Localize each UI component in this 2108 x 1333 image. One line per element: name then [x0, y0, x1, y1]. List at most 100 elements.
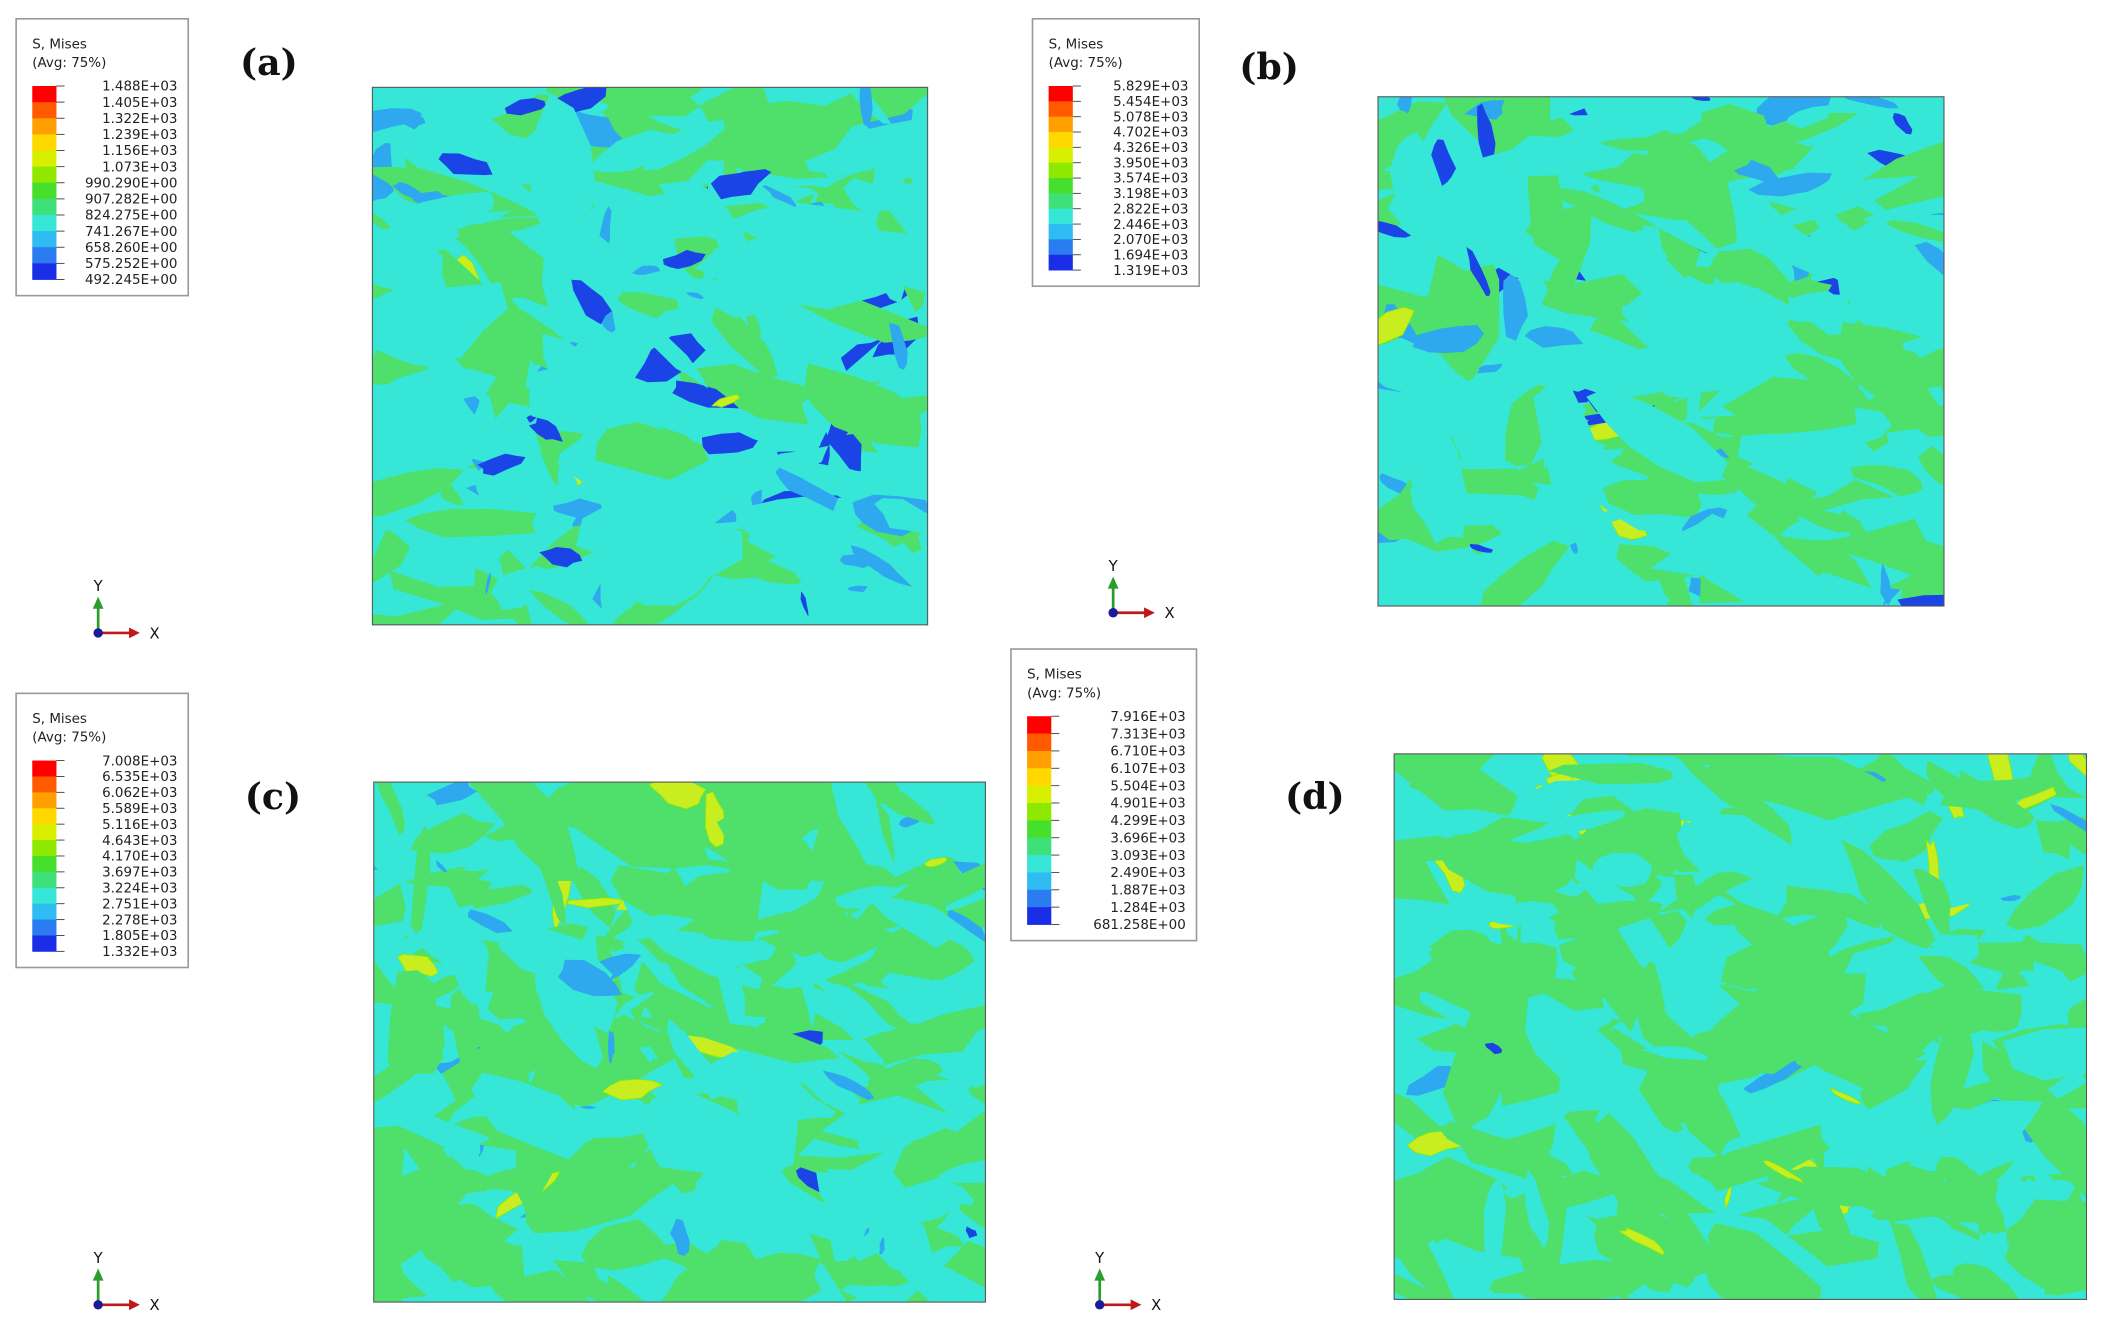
contour-region — [1933, 815, 2015, 876]
legend-value: 824.275E+00 — [85, 209, 177, 224]
legend-swatch — [1027, 872, 1052, 891]
contour-region — [586, 129, 700, 173]
contour-region — [1541, 355, 1573, 470]
legend-swatch — [32, 198, 57, 216]
contour-region — [859, 87, 873, 127]
legend-value: 3.697E+03 — [102, 866, 177, 881]
triad-x-arrow — [129, 1299, 140, 1311]
contour-region — [1926, 760, 1981, 807]
contour-region — [918, 1179, 975, 1206]
contour-region — [659, 1240, 716, 1273]
contour-region — [2002, 1026, 2087, 1081]
contour-region — [1645, 961, 1666, 1036]
legend-value: 1.239E+03 — [102, 128, 177, 143]
contour-region — [1957, 1160, 2015, 1191]
contour-region — [1477, 103, 1496, 161]
contour-region — [1614, 1209, 1691, 1256]
contour-region — [2006, 1193, 2087, 1246]
contour-region — [675, 782, 822, 802]
contour-region — [678, 363, 818, 425]
contour-region — [1397, 96, 1413, 114]
legend-value: 6.107E+03 — [1110, 762, 1185, 777]
contour-region — [706, 166, 772, 201]
contour-region — [822, 1070, 875, 1101]
contour-region — [1412, 325, 1484, 353]
contour-region — [571, 279, 612, 325]
contour-region — [372, 203, 391, 233]
contour-region — [372, 468, 464, 520]
contour-region — [1515, 347, 1626, 396]
legend-swatch — [32, 887, 57, 905]
legend-swatch — [32, 776, 57, 793]
contour-region — [662, 249, 706, 269]
contour-region — [1431, 139, 1457, 186]
legend-swatch — [1027, 907, 1052, 925]
legend-swatch — [32, 792, 57, 809]
legend-value: 4.643E+03 — [102, 834, 177, 849]
triad-x-label: X — [1151, 1297, 1161, 1314]
contour-region — [2006, 865, 2084, 931]
contour-region — [1897, 594, 1944, 607]
contour-region — [1722, 377, 1857, 435]
legend-swatch — [1048, 116, 1073, 133]
contour-region — [843, 178, 928, 244]
legend-value: 2.446E+03 — [1113, 218, 1188, 233]
contour-region — [374, 782, 405, 836]
contour-plot — [373, 782, 986, 1303]
contour-region — [1483, 1178, 1507, 1276]
contour-region — [1591, 222, 1690, 300]
triad-origin — [1108, 608, 1118, 618]
contour-region — [800, 591, 809, 617]
contour-region — [1580, 1113, 1664, 1220]
legend-value: 5.504E+03 — [1110, 779, 1185, 794]
contour-region — [1892, 113, 1913, 135]
legend-value: 2.070E+03 — [1113, 233, 1188, 248]
contour-region — [893, 1072, 986, 1188]
contour-region — [436, 859, 448, 873]
contour-plot — [1377, 96, 1944, 607]
legend-value: 907.282E+00 — [85, 193, 177, 208]
contour-region — [1859, 1060, 1928, 1110]
contour-region — [1593, 97, 1703, 134]
contour-region — [1744, 208, 1795, 283]
contour-region — [1550, 188, 1645, 233]
contour-region — [667, 1016, 840, 1064]
contour-region — [540, 436, 560, 486]
contour-region — [1606, 456, 1742, 496]
legend-value: 6.710E+03 — [1110, 745, 1185, 760]
triad-y-arrow — [92, 596, 104, 609]
contour-region — [864, 893, 986, 981]
panel-label: (b) — [1239, 45, 1299, 88]
contour-region — [845, 415, 911, 435]
contour-region — [789, 974, 855, 1019]
contour-region — [1478, 136, 1635, 177]
contour-region — [548, 782, 711, 869]
contour-region — [1793, 504, 1868, 535]
contour-region — [1948, 1080, 2008, 1111]
contour-region — [1711, 248, 1799, 306]
contour-region — [1705, 1248, 1797, 1300]
legend-swatch — [1048, 224, 1073, 240]
contour-region — [1466, 246, 1491, 296]
legend-value: 681.258E+00 — [1093, 918, 1185, 933]
legend-swatch — [1048, 86, 1073, 102]
contour-region — [1930, 1020, 1975, 1129]
legend-value: 1.805E+03 — [102, 929, 177, 944]
triad-y-label: Y — [1108, 558, 1119, 575]
contour-region — [830, 782, 897, 880]
legend-value: 1.284E+03 — [1110, 901, 1185, 916]
legend-value: 6.062E+03 — [102, 786, 177, 801]
contour-region — [1850, 465, 1923, 497]
contour-region — [1728, 911, 1839, 985]
contour-region — [793, 515, 852, 549]
contour-region — [874, 498, 928, 545]
legend-value: 1.156E+03 — [102, 144, 177, 159]
contour-region — [1848, 439, 1944, 506]
legend-swatch — [32, 182, 57, 200]
legend-value: 1.322E+03 — [102, 112, 177, 127]
legend-swatch — [1027, 889, 1052, 908]
legend-swatch — [1027, 768, 1052, 787]
legend-swatch — [1027, 785, 1052, 804]
contour-region — [924, 856, 948, 868]
